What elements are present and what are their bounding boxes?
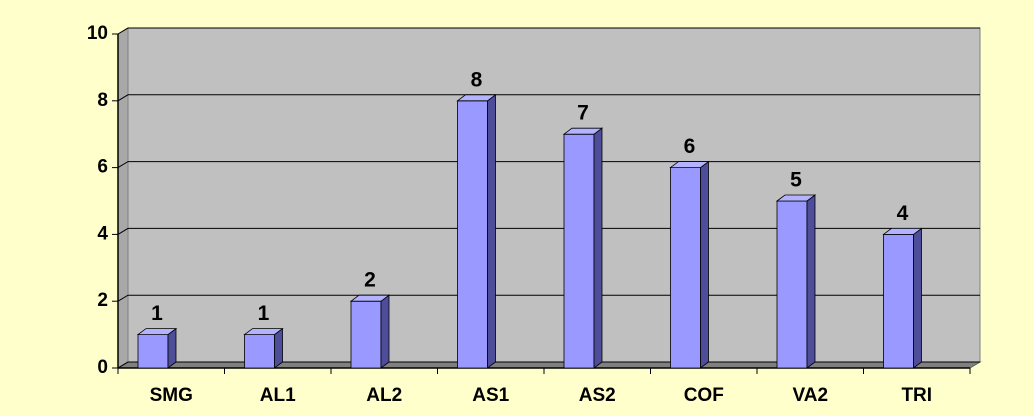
x-tick-label: AL2	[366, 385, 402, 406]
bar	[243, 327, 284, 369]
y-tick-label: 10	[87, 23, 108, 44]
bar-side	[487, 94, 496, 369]
y-tick-label: 8	[97, 90, 108, 111]
bar	[669, 160, 710, 369]
bar	[562, 127, 604, 369]
value-label: 8	[471, 68, 483, 91]
bar-front	[350, 300, 382, 369]
bar-top	[243, 328, 284, 336]
x-tick-label: COF	[684, 385, 724, 406]
value-label: 1	[258, 302, 270, 325]
bar-front	[776, 200, 808, 369]
value-label: 1	[151, 302, 163, 325]
bar-front	[563, 133, 595, 369]
bar	[136, 327, 178, 369]
x-tick-label: AL1	[260, 385, 296, 406]
bar-top	[669, 161, 710, 169]
bar-top	[136, 328, 178, 336]
x-tick-label: TRI	[901, 385, 932, 406]
y-tick-label: 6	[97, 157, 108, 178]
bar-side	[380, 294, 390, 369]
y-tick-label: 0	[97, 357, 108, 378]
y-tick-label: 4	[97, 223, 108, 244]
bar	[775, 194, 817, 369]
y-tick-label: 2	[97, 290, 108, 311]
x-tick-label: AS1	[472, 385, 509, 406]
bar-side	[806, 194, 816, 369]
back-wall	[127, 27, 981, 363]
value-label: 5	[790, 169, 802, 192]
x-tick-label: SMG	[150, 385, 193, 406]
bar	[456, 94, 497, 369]
bar-front	[137, 334, 169, 369]
bar-top	[562, 127, 604, 135]
bar-side	[700, 160, 709, 369]
bar-top	[456, 94, 497, 102]
bar-top	[775, 194, 817, 202]
bar-side	[167, 327, 177, 369]
bar-side	[593, 127, 603, 369]
side-wall	[117, 27, 129, 369]
x-tick-label: VA2	[792, 385, 828, 406]
bar-front	[883, 233, 914, 369]
grid-line	[117, 94, 980, 102]
value-label: 6	[684, 135, 696, 158]
bar	[882, 227, 923, 369]
bar-side	[274, 327, 283, 369]
bar-top	[882, 227, 923, 235]
bar-top	[349, 294, 391, 302]
value-label: 7	[577, 102, 589, 125]
value-label: 4	[897, 202, 909, 225]
grid-line	[117, 27, 980, 35]
bar-front	[457, 100, 488, 369]
bar-front	[244, 334, 275, 369]
bar-front	[670, 167, 701, 369]
bar-side	[913, 227, 922, 369]
bar	[349, 294, 391, 369]
x-tick-label: AS2	[579, 385, 616, 406]
value-label: 2	[364, 269, 376, 292]
